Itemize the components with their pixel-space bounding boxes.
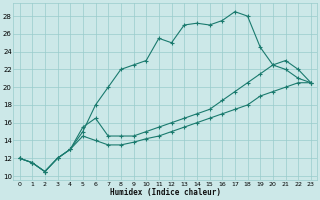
X-axis label: Humidex (Indice chaleur): Humidex (Indice chaleur) [110,188,221,197]
